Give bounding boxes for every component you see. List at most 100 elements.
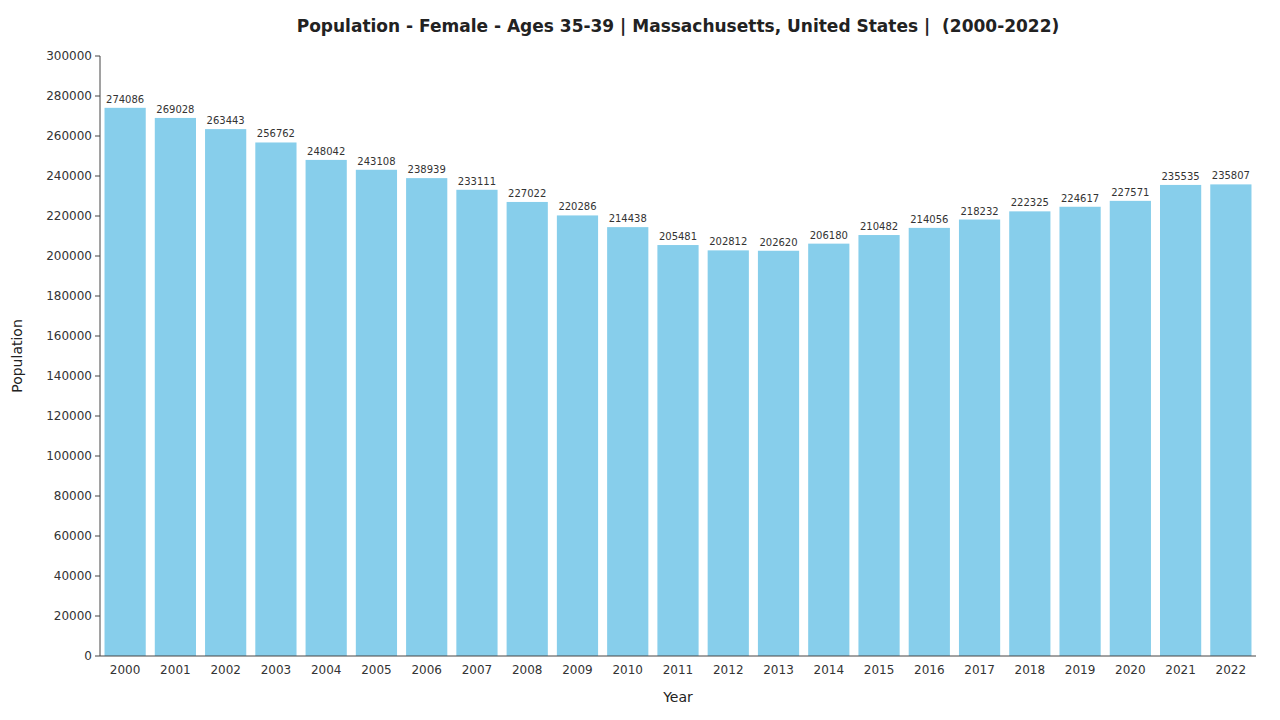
bar — [1110, 201, 1151, 656]
data-label: 269028 — [156, 104, 194, 115]
y-tick — [95, 616, 100, 617]
y-tick — [95, 176, 100, 177]
y-tick-label: 60000 — [54, 529, 92, 543]
x-tick-label: 2021 — [1165, 663, 1196, 677]
data-label: 218232 — [960, 206, 998, 217]
x-tick-label: 2016 — [914, 663, 945, 677]
x-tick-label: 2008 — [512, 663, 543, 677]
y-tick-label: 120000 — [46, 409, 92, 423]
x-tick-label: 2013 — [763, 663, 794, 677]
x-tick-label: 2006 — [411, 663, 442, 677]
bar — [607, 227, 648, 656]
data-label: 224617 — [1061, 193, 1099, 204]
y-tick — [95, 496, 100, 497]
x-tick-label: 2004 — [311, 663, 342, 677]
data-label: 238939 — [408, 164, 446, 175]
data-labels: 274086 269028 263443 256762 248042 243108 2389… — [106, 94, 1250, 248]
y-tick — [95, 416, 100, 417]
data-label: 227571 — [1111, 187, 1149, 198]
x-tick-label: 2009 — [562, 663, 593, 677]
y-tick — [95, 296, 100, 297]
y-tick-label: 300000 — [46, 49, 92, 63]
data-label: 274086 — [106, 94, 144, 105]
bar — [205, 129, 246, 656]
data-label: 210482 — [860, 221, 898, 232]
y-axis-line — [100, 56, 101, 656]
data-label: 233111 — [458, 176, 496, 187]
data-label: 214056 — [910, 214, 948, 225]
x-tick-label: 2005 — [361, 663, 392, 677]
bar — [105, 108, 146, 656]
y-tick — [95, 576, 100, 577]
y-tick-label: 200000 — [46, 249, 92, 263]
data-label: 227022 — [508, 188, 546, 199]
y-tick — [95, 336, 100, 337]
x-axis-line — [100, 656, 1256, 657]
y-tick-label: 100000 — [46, 449, 92, 463]
bar — [306, 160, 347, 656]
bar — [1210, 184, 1251, 656]
bar — [456, 190, 497, 656]
x-axis-label: Year — [662, 689, 693, 705]
x-tick-label: 2014 — [814, 663, 845, 677]
x-tick-label: 2015 — [864, 663, 895, 677]
y-tick — [95, 216, 100, 217]
data-label: 220286 — [558, 201, 596, 212]
data-label: 205481 — [659, 231, 697, 242]
x-tick-label: 2002 — [210, 663, 241, 677]
bar — [356, 170, 397, 656]
y-tick-label: 160000 — [46, 329, 92, 343]
bar — [758, 251, 799, 656]
y-tick — [95, 256, 100, 257]
y-tick-label: 40000 — [54, 569, 92, 583]
y-tick — [95, 656, 100, 657]
y-tick — [95, 536, 100, 537]
bar — [959, 220, 1000, 656]
bar — [1160, 185, 1201, 656]
axes: 0200004000060000800001000001200001400001… — [46, 49, 1256, 677]
bar — [708, 250, 749, 656]
y-tick-label: 280000 — [46, 89, 92, 103]
x-tick-label: 2000 — [110, 663, 141, 677]
x-tick-label: 2022 — [1216, 663, 1247, 677]
data-label: 202812 — [709, 236, 747, 247]
y-tick-label: 260000 — [46, 129, 92, 143]
x-tick-label: 2010 — [612, 663, 643, 677]
title: Population - Female - Ages 35-39 | Massa… — [297, 16, 1060, 36]
y-tick — [95, 96, 100, 97]
y-tick — [95, 456, 100, 457]
chart: 274086 269028 263443 256762 248042 243108 2389… — [0, 0, 1280, 720]
bar — [557, 215, 598, 656]
y-axis-label: Population — [9, 319, 25, 393]
bar — [1059, 207, 1100, 656]
bar — [507, 202, 548, 656]
y-tick-label: 240000 — [46, 169, 92, 183]
y-tick-label: 220000 — [46, 209, 92, 223]
bar — [155, 118, 196, 656]
data-label: 235535 — [1162, 171, 1200, 182]
y-tick-label: 140000 — [46, 369, 92, 383]
data-label: 235807 — [1212, 170, 1250, 181]
bar — [406, 178, 447, 656]
x-tick-label: 2001 — [160, 663, 191, 677]
bars — [105, 108, 1252, 656]
bar — [909, 228, 950, 656]
y-tick — [95, 376, 100, 377]
bar — [1009, 211, 1050, 656]
data-label: 214438 — [609, 213, 647, 224]
bar — [858, 235, 899, 656]
x-tick-label: 2017 — [964, 663, 995, 677]
data-label: 243108 — [357, 156, 395, 167]
x-tick-label: 2018 — [1015, 663, 1046, 677]
x-tick-label: 2011 — [663, 663, 694, 677]
data-label: 206180 — [810, 230, 848, 241]
y-tick — [95, 56, 100, 57]
x-tick-label: 2003 — [261, 663, 292, 677]
bar — [657, 245, 698, 656]
x-tick-label: 2020 — [1115, 663, 1146, 677]
x-tick-label: 2012 — [713, 663, 744, 677]
data-label: 256762 — [257, 128, 295, 139]
y-tick-label: 0 — [84, 649, 92, 663]
data-label: 263443 — [207, 115, 245, 126]
data-label: 248042 — [307, 146, 345, 157]
